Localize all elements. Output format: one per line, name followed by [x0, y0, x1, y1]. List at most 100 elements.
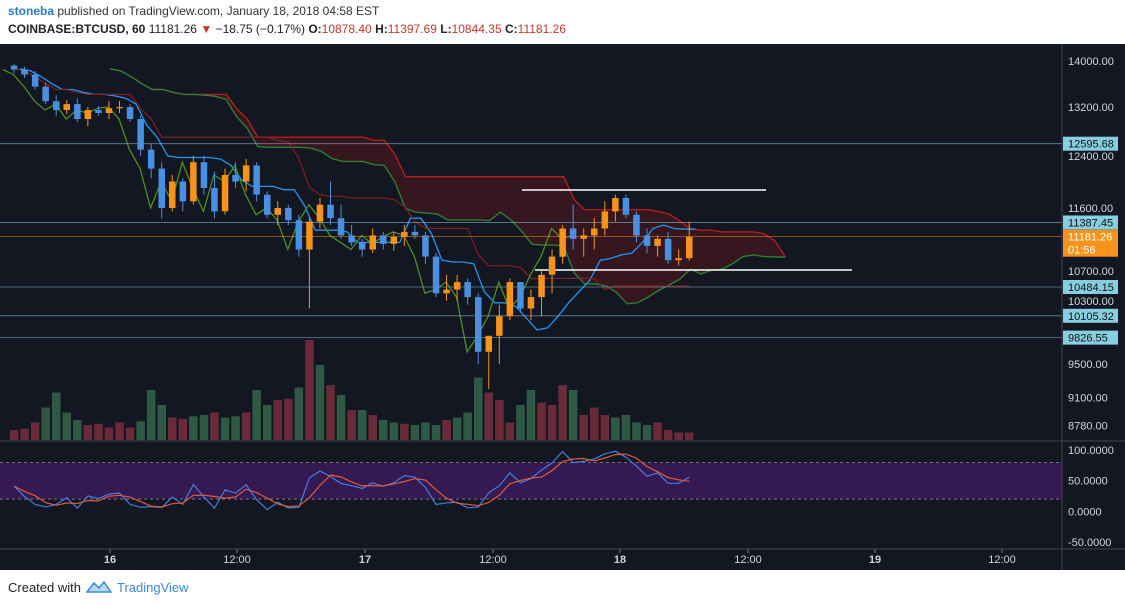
volume-bar — [115, 422, 124, 440]
candle-body — [147, 149, 155, 169]
volume-bar — [526, 390, 536, 440]
volume-bar — [663, 430, 673, 440]
price-chart[interactable]: 14000.00 13200.00 12400.00 11600.00 10700.00… — [0, 44, 1125, 570]
candle-body — [358, 242, 366, 250]
candle-body — [580, 235, 587, 239]
publish-line: stoneba published on TradingView.com, Ja… — [8, 4, 379, 18]
created-with-text: Created with — [8, 580, 81, 595]
volume-bar — [642, 425, 652, 440]
candle-body — [432, 256, 440, 294]
footer: Created with TradingView — [0, 570, 1125, 605]
price-tick-label: 12400.00 — [1068, 151, 1114, 163]
author-link[interactable]: stoneba — [8, 4, 55, 18]
volume-bar — [189, 416, 198, 441]
price-tick-label: 13200.00 — [1068, 102, 1114, 114]
candle-body — [390, 236, 398, 244]
price-tag-label[interactable]: 11387.45 — [1068, 218, 1113, 230]
chart-header: stoneba published on TradingView.com, Ja… — [0, 0, 1125, 44]
time-tick-label: 16 — [104, 554, 116, 566]
candle-body — [675, 258, 682, 261]
price-tick-label: 9500.00 — [1068, 359, 1108, 371]
low-value: 10844.35 — [451, 22, 502, 36]
time-tick-label: 12:00 — [479, 554, 507, 566]
candle-body — [517, 282, 524, 309]
volume-bar — [178, 418, 188, 441]
price-axis[interactable]: 14000.00 13200.00 12400.00 11600.00 10700.00… — [1061, 44, 1118, 570]
volume-bar — [315, 365, 325, 440]
volume-bar — [421, 422, 430, 440]
candle-body — [569, 228, 577, 239]
price-tag-background — [1063, 280, 1118, 294]
volume-bar — [157, 405, 166, 440]
volume-bar — [284, 398, 293, 441]
candle-body — [285, 208, 292, 221]
candle-body — [84, 110, 92, 119]
horizontal-lines — [0, 143, 1062, 339]
candle-body — [411, 231, 419, 236]
ohlc-legend: COINBASE:BTCUSD, 60 11181.26 ▼ −18.75 (−… — [8, 22, 566, 36]
volume-bar — [368, 415, 377, 440]
volume-bar — [220, 417, 230, 440]
price-tag-background — [1063, 308, 1118, 323]
candle-body — [601, 211, 609, 229]
oscillator-band — [0, 462, 1062, 500]
volume-bar — [357, 410, 367, 440]
candle-body — [633, 214, 640, 236]
volume-bar — [336, 395, 346, 440]
grid — [0, 440, 1125, 550]
volume-bar — [463, 412, 472, 440]
volume-bar — [41, 407, 50, 440]
candle-body — [53, 101, 60, 111]
candle-body — [158, 168, 165, 208]
time-tick-label: 18 — [614, 554, 626, 566]
price-tag-label[interactable]: 11181.26 — [1068, 232, 1112, 244]
volume-bar — [621, 415, 631, 440]
time-tick-label: 12:00 — [223, 554, 251, 566]
candle-body — [612, 198, 619, 212]
price-tag-background — [1063, 330, 1118, 345]
candle-body — [686, 236, 693, 259]
volume-bar — [590, 407, 599, 440]
time-tick-label: 17 — [359, 554, 371, 566]
volume-bar — [210, 412, 219, 440]
price-tag-label[interactable]: 12595.68 — [1068, 139, 1114, 151]
tradingview-logo-icon[interactable] — [86, 579, 112, 595]
conversion-line — [19, 68, 696, 331]
price-tag-label[interactable]: 10105.32 — [1068, 311, 1114, 323]
candle-body — [369, 235, 376, 250]
candle-body — [622, 198, 630, 215]
price-tick-label: 14000.00 — [1068, 56, 1114, 68]
time-axis[interactable]: 16 12:00 17 12:00 18 12:00 19 12:00 — [104, 549, 1016, 566]
price-tag-background — [1063, 136, 1118, 151]
open-label: O: — [308, 22, 322, 36]
volume-bar — [30, 422, 40, 440]
price-tag-label[interactable]: 01:56 — [1068, 245, 1096, 257]
volume-bar — [537, 402, 546, 440]
volume-bar — [611, 417, 620, 440]
oscillator-tick-label: 100.0000 — [1068, 445, 1114, 457]
candle-body — [475, 297, 482, 352]
candle-body — [211, 188, 218, 212]
price-tag-label[interactable]: 9826.55 — [1068, 333, 1108, 345]
candle-body — [327, 204, 334, 219]
low-label: L: — [440, 22, 452, 36]
volume-bar — [474, 377, 483, 440]
candle-body — [380, 235, 387, 244]
time-tick-label: 12:00 — [988, 554, 1016, 566]
volume-bar — [400, 423, 409, 441]
close-value: 11181.26 — [517, 22, 566, 36]
price-tag-label[interactable]: 10484.15 — [1068, 282, 1114, 294]
open-value: 10878.40 — [321, 22, 372, 36]
candle-body — [643, 235, 651, 246]
candle-body — [126, 107, 134, 119]
candle-body — [21, 69, 28, 75]
symbol-label[interactable]: COINBASE:BTCUSD, 60 — [8, 22, 146, 36]
high-value: 11397.69 — [387, 22, 437, 36]
volume-bar — [231, 416, 240, 441]
candle-body — [506, 282, 514, 317]
time-tick-label: 19 — [869, 554, 881, 566]
tradingview-brand[interactable]: TradingView — [117, 580, 189, 595]
volume-bar — [516, 405, 525, 440]
volume-bar — [252, 390, 261, 440]
time-tick-label: 12:00 — [734, 554, 762, 566]
